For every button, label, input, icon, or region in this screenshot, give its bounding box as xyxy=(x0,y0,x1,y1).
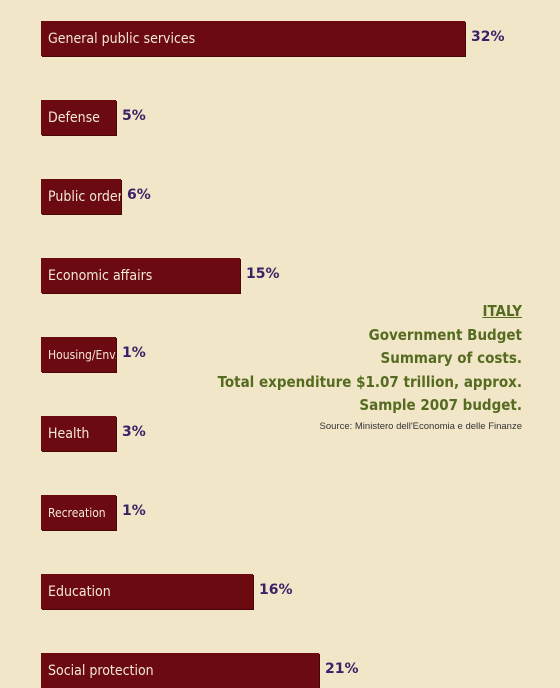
value-label: 3% xyxy=(122,424,146,440)
value-label: 6% xyxy=(127,187,151,203)
value-label: 1% xyxy=(122,503,146,519)
bar-housing-env: Housing/Env. xyxy=(41,337,116,372)
bar-public-order-safety: Public order/safety xyxy=(41,179,121,214)
bar-recreation: Recreation xyxy=(41,495,116,530)
chart-info: ITALY Government Budget Summary of costs… xyxy=(218,300,522,434)
chart-subtitle-3: Total expenditure $1.07 trillion, approx… xyxy=(217,372,522,391)
chart-source: Source: Ministero dell'Economia e delle … xyxy=(319,420,522,432)
value-label: 1% xyxy=(122,345,146,361)
value-label: 5% xyxy=(122,108,146,124)
chart-title: ITALY xyxy=(482,302,522,320)
bar-social-protection: Social protection xyxy=(41,653,319,688)
bar-general-public-services: General public services xyxy=(41,21,465,56)
bar-health: Health xyxy=(41,416,116,451)
bar-economic-affairs: Economic affairs xyxy=(41,258,240,293)
value-label: 32% xyxy=(471,29,505,45)
value-label: 21% xyxy=(325,661,359,677)
chart-subtitle-1: Government Budget xyxy=(368,325,522,344)
bar-education: Education xyxy=(41,574,253,609)
value-label: 15% xyxy=(246,266,280,282)
bar-defense: Defense xyxy=(41,100,116,135)
value-label: 16% xyxy=(259,582,293,598)
chart-subtitle-4: Sample 2007 budget. xyxy=(359,396,522,414)
chart-subtitle-2: Summary of costs. xyxy=(380,349,522,367)
